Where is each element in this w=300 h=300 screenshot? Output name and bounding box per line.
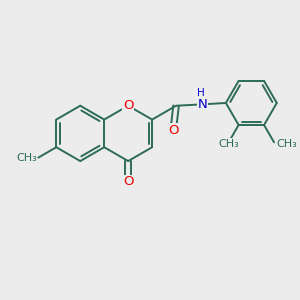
Text: O: O bbox=[123, 99, 134, 112]
Text: CH₃: CH₃ bbox=[218, 139, 239, 148]
Text: H: H bbox=[197, 88, 205, 98]
Text: CH₃: CH₃ bbox=[277, 139, 298, 148]
Text: O: O bbox=[123, 175, 134, 188]
Text: N: N bbox=[197, 98, 207, 111]
Text: CH₃: CH₃ bbox=[16, 153, 37, 163]
Text: O: O bbox=[168, 124, 178, 137]
